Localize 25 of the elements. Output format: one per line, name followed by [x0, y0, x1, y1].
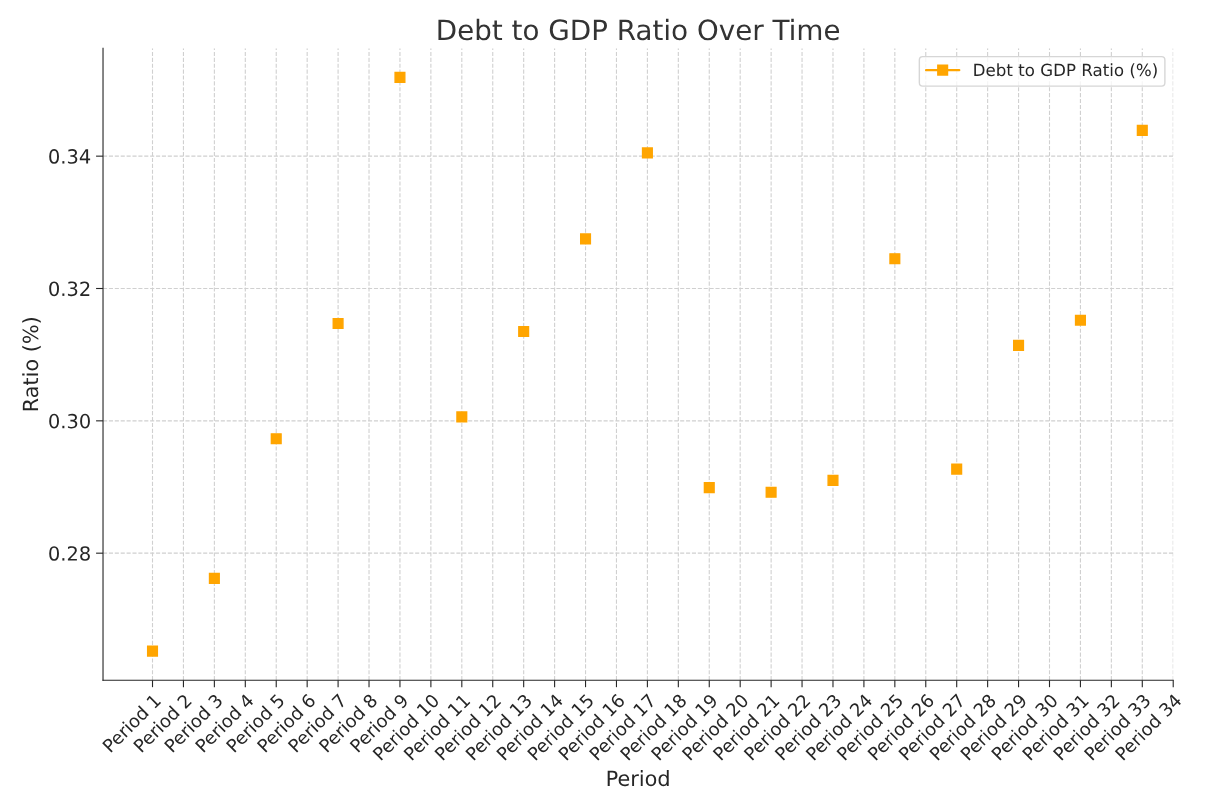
point — [889, 253, 901, 265]
legend-label: Debt to GDP Ratio (%) — [974, 63, 1157, 79]
point — [641, 147, 653, 159]
y-tick-label: 0.30 — [49, 413, 90, 429]
point — [765, 486, 777, 498]
point — [332, 318, 344, 330]
point — [518, 325, 530, 338]
y-tick-label: 0.32 — [49, 281, 90, 297]
chart-title: Debt to GDP Ratio Over Time — [438, 18, 840, 41]
point — [703, 482, 715, 494]
y-tick-label: 0.28 — [49, 546, 90, 561]
y-tick-label: 0.34 — [49, 149, 91, 164]
point — [456, 411, 468, 423]
point — [146, 645, 159, 657]
y-axis-title: Ratio (%) — [22, 317, 41, 411]
point — [208, 572, 220, 584]
point — [827, 474, 839, 486]
point — [1074, 314, 1086, 326]
point — [270, 433, 282, 445]
point — [951, 463, 963, 475]
point — [394, 71, 406, 83]
point — [1136, 124, 1148, 136]
x-axis-title: Period — [607, 770, 669, 787]
point — [1013, 339, 1025, 351]
point — [579, 233, 592, 245]
